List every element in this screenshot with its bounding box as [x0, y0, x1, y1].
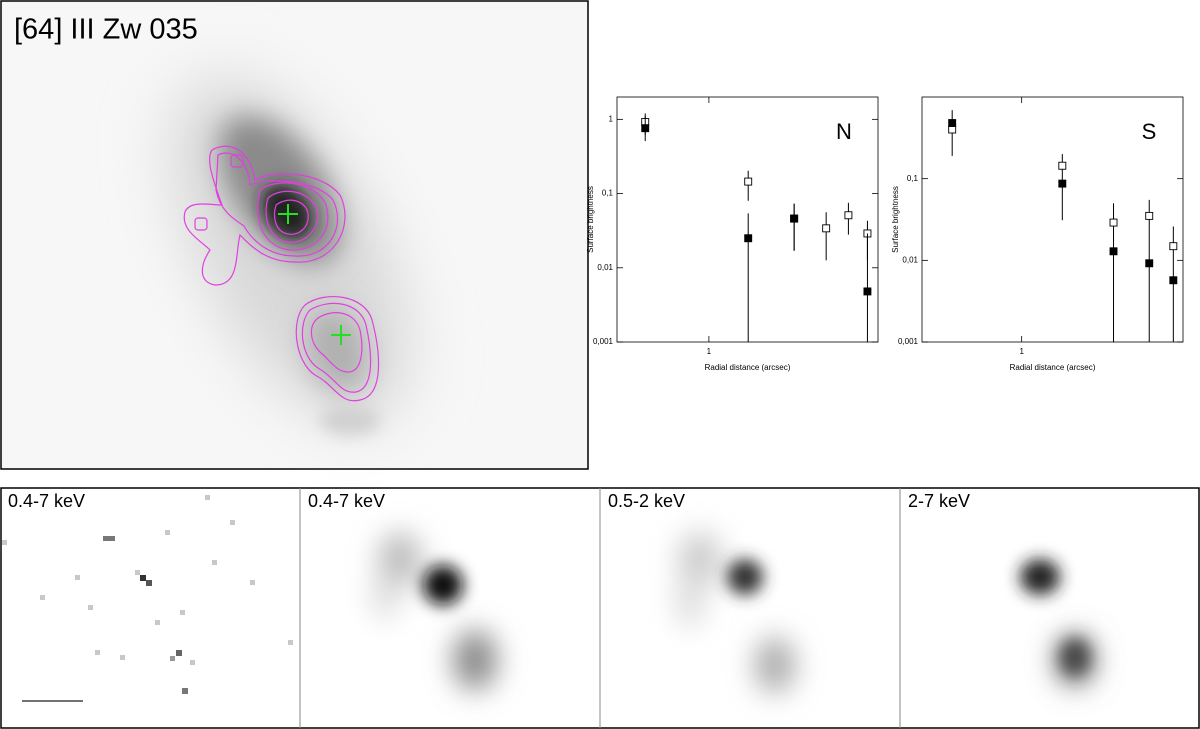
optical-image: [64] III Zw 035 [0, 0, 589, 470]
x-axis-label: Radial distance (arcsec) [1010, 363, 1096, 372]
data-point [1058, 179, 1067, 188]
data-point [744, 234, 753, 243]
data-point [1169, 276, 1178, 285]
image-title: [64] III Zw 035 [14, 14, 198, 46]
x-tick-label: 1 [1019, 347, 1024, 356]
panel-annotation: N [836, 119, 852, 144]
data-point [822, 224, 831, 233]
y-tick-label: 0,01 [597, 263, 613, 272]
data-point [641, 124, 650, 133]
y-axis-label: Surface brightness [586, 186, 595, 253]
y-tick-label: 0,001 [898, 337, 919, 346]
data-point [863, 287, 872, 296]
panel-label: 0.4-7 keV [308, 491, 385, 511]
panel-annotation: S [1142, 119, 1157, 144]
data-point [790, 214, 799, 223]
data-point [1109, 218, 1118, 227]
data-point [948, 119, 957, 127]
data-point [844, 211, 853, 220]
y-axis-label: Surface brightness [891, 186, 900, 253]
panel-label: 2-7 keV [908, 491, 970, 511]
data-point [1169, 242, 1178, 251]
data-point [1058, 161, 1067, 170]
y-tick-label: 0,01 [902, 255, 918, 264]
data-point [1145, 259, 1154, 268]
y-tick-label: 0,1 [907, 174, 919, 183]
panel-label: 0.5-2 keV [608, 491, 685, 511]
x-axis-label: Radial distance (arcsec) [705, 363, 791, 372]
data-point [744, 177, 753, 186]
plot-frame [921, 96, 1184, 343]
data-point [948, 125, 957, 134]
y-tick-label: 0,1 [602, 189, 614, 198]
panel-label: 0.4-7 keV [8, 491, 85, 511]
xray-panels [0, 487, 1200, 729]
plot-frame [616, 96, 879, 343]
x-tick-label: 1 [707, 347, 712, 356]
y-tick-label: 1 [609, 114, 614, 123]
data-point [1109, 247, 1118, 256]
data-point [1145, 211, 1154, 220]
y-tick-label: 0,001 [593, 337, 614, 346]
